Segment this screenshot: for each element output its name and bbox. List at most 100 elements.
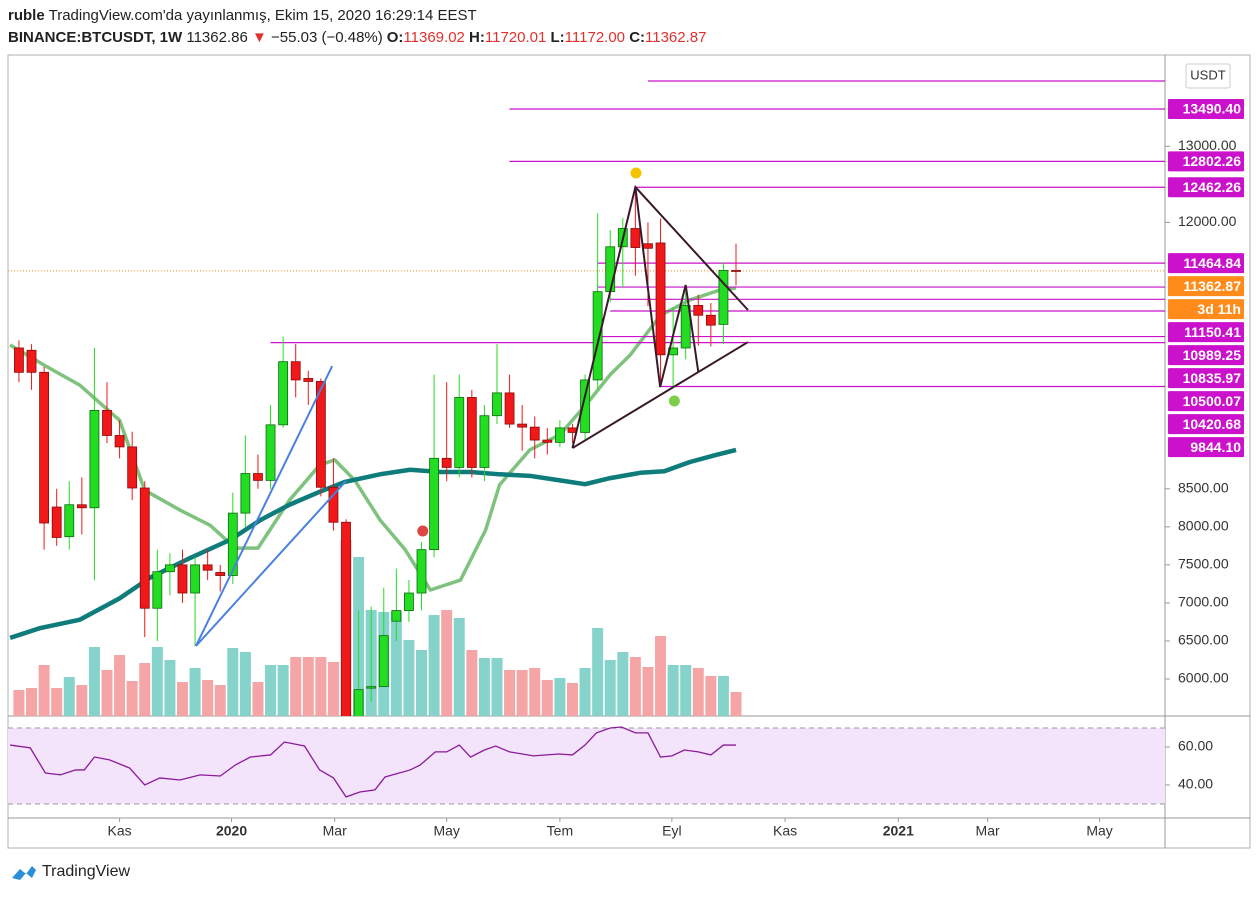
- volume-bar: [101, 670, 113, 716]
- price-badge-label: 11150.41: [1184, 324, 1241, 340]
- logo-icon: [12, 866, 36, 880]
- volume-bar: [164, 660, 176, 716]
- y-tick-label: 6500.00: [1178, 632, 1229, 648]
- volume-bar: [541, 680, 553, 716]
- y-tick-label: 8000.00: [1178, 518, 1229, 534]
- candle-body: [655, 242, 666, 356]
- candle-body: [441, 457, 452, 468]
- volume-bar: [579, 668, 591, 716]
- x-tick-label: May: [1086, 823, 1112, 839]
- volume-bar: [566, 683, 578, 716]
- volume-bar: [667, 665, 679, 716]
- volume-bar: [302, 657, 314, 716]
- rsi-tick-label: 60.00: [1178, 738, 1213, 754]
- y-tick-label: 6000.00: [1178, 670, 1229, 686]
- candle-body: [378, 635, 389, 688]
- price-badge: [1168, 391, 1244, 412]
- volume-bar: [717, 676, 729, 716]
- candle-body: [265, 424, 276, 481]
- price-badge-label: 10835.97: [1183, 370, 1242, 386]
- candle-body: [202, 564, 213, 571]
- candle-body: [718, 269, 729, 325]
- volume-bar: [604, 660, 616, 716]
- candle-body: [366, 686, 377, 689]
- marker: [629, 166, 643, 180]
- x-tick-label: 2020: [216, 823, 247, 839]
- candle-body: [517, 423, 528, 428]
- price-badge: [1168, 177, 1244, 198]
- frame: [7, 54, 1251, 849]
- volume-bar: [252, 682, 264, 716]
- candle-body: [51, 506, 62, 538]
- brand: TradingView: [42, 863, 130, 880]
- ohlc-value: 11362.87: [645, 29, 706, 46]
- volume-bar: [38, 665, 50, 716]
- moving-average: [9, 286, 737, 592]
- author: ruble: [8, 7, 45, 24]
- candle-body: [693, 304, 704, 316]
- marker: [416, 524, 430, 538]
- logo: TradingView: [12, 863, 130, 880]
- trendline: [634, 186, 700, 388]
- volume-bar: [126, 681, 138, 716]
- candle-body: [127, 446, 138, 489]
- volume-bar: [114, 655, 126, 716]
- volume-bar: [592, 628, 604, 716]
- volume-bar: [390, 612, 402, 716]
- price-badge-label: 10420.68: [1183, 416, 1242, 432]
- price-badge: [1168, 99, 1244, 120]
- x-tick-label: Kas: [108, 823, 132, 839]
- candle-body: [416, 549, 427, 594]
- candle-body: [303, 378, 314, 382]
- ohlc-label: L:: [551, 29, 565, 46]
- volume-bar: [227, 648, 239, 716]
- volume-bar: [554, 678, 566, 716]
- arrow: ▼: [252, 29, 267, 46]
- volume-bar: [13, 690, 25, 716]
- rsi-band: [8, 727, 1165, 804]
- ohlc-value: 11720.01: [485, 29, 546, 46]
- change: −55.03 (−0.48%): [271, 29, 383, 46]
- currency-box: [1185, 63, 1231, 89]
- volume-bar: [705, 676, 717, 716]
- volume-bar: [139, 663, 151, 716]
- volume-bar: [63, 677, 75, 716]
- volume-bar: [692, 668, 704, 716]
- ohlc-label: O:: [387, 29, 404, 46]
- volume-bar: [416, 650, 428, 716]
- volume-bar: [239, 652, 251, 716]
- candle-body: [630, 228, 641, 248]
- candle-body: [165, 564, 175, 573]
- volume-bar: [327, 662, 339, 716]
- volume-bar: [189, 668, 201, 716]
- price-badge-label: 13490.40: [1183, 101, 1242, 117]
- x-tick-label: May: [433, 823, 459, 839]
- candle-body: [64, 504, 75, 538]
- y-tick-label: 7500.00: [1178, 556, 1229, 572]
- price-badge-label: 10500.07: [1183, 393, 1242, 409]
- candle-body: [592, 291, 603, 381]
- price-badge-label: 11362.87: [1183, 278, 1241, 294]
- trendline: [195, 480, 347, 647]
- volume-bar: [176, 682, 188, 716]
- volume-bar: [529, 668, 541, 716]
- volume-bar: [290, 657, 302, 716]
- price-badge-label: 11464.84: [1183, 255, 1241, 271]
- moving-average: [9, 447, 737, 641]
- price-badge-label: 10989.25: [1183, 347, 1242, 363]
- volume-bar: [88, 647, 100, 716]
- volume-bar: [629, 657, 641, 716]
- candle-body: [680, 304, 691, 349]
- candle-body: [328, 486, 339, 523]
- volume-bar: [453, 618, 465, 716]
- candle-body: [341, 521, 351, 716]
- candle-body: [643, 243, 653, 249]
- price-badge: [1168, 345, 1244, 366]
- volume-bar: [202, 680, 214, 716]
- candle-body: [404, 592, 414, 611]
- candle-body: [479, 415, 490, 468]
- candle-body: [177, 564, 188, 594]
- y-tick-label: 7000.00: [1178, 594, 1229, 610]
- candle-body: [529, 426, 540, 441]
- x-tick-label: Mar: [976, 823, 1000, 839]
